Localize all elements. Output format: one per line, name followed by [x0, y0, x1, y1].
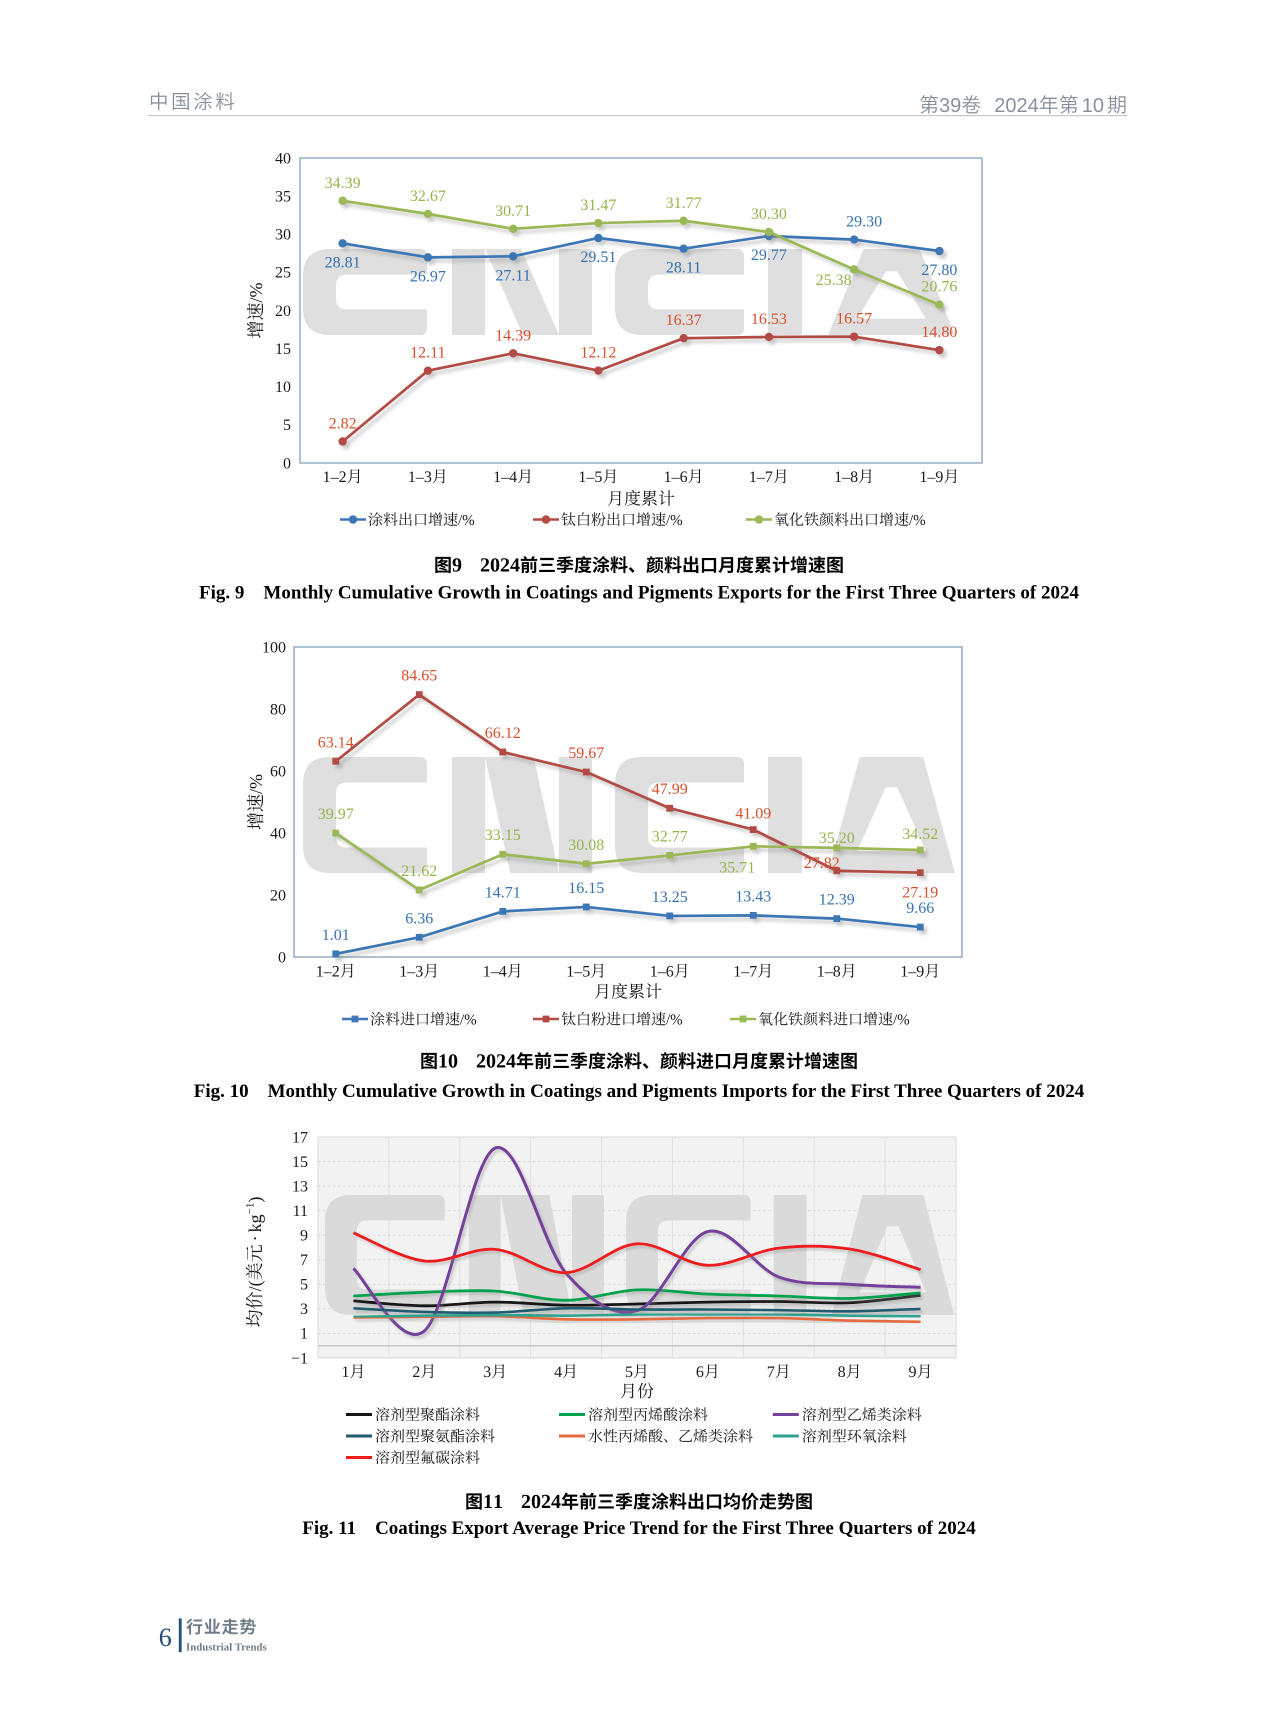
svg-text:0: 0: [283, 455, 291, 472]
svg-text:9.66: 9.66: [906, 900, 934, 917]
svg-text:Industrial Trends: Industrial Trends: [186, 1642, 267, 1654]
svg-text:5: 5: [300, 1277, 308, 1294]
svg-text:13.43: 13.43: [735, 888, 771, 905]
svg-text:30: 30: [275, 227, 291, 244]
svg-text:32.67: 32.67: [410, 188, 446, 205]
svg-text:35.71: 35.71: [719, 859, 755, 876]
svg-text:27.11: 27.11: [495, 267, 530, 284]
svg-text:20: 20: [270, 887, 286, 904]
svg-text:35.20: 35.20: [819, 830, 855, 847]
svg-text:16.53: 16.53: [751, 311, 787, 328]
svg-text:35: 35: [275, 188, 291, 205]
svg-text:33.15: 33.15: [485, 827, 521, 844]
svg-text:Fig. 11 Coatings Export Averag: Fig. 11 Coatings Export Average Price Tr…: [302, 1518, 976, 1539]
svg-text:63.14: 63.14: [318, 734, 354, 751]
svg-text:30.71: 30.71: [495, 203, 531, 220]
svg-text:11: 11: [293, 1203, 308, 1220]
svg-text:16.15: 16.15: [568, 880, 604, 897]
svg-text:14.71: 14.71: [485, 884, 521, 901]
svg-text:30.08: 30.08: [568, 837, 604, 854]
svg-text:60: 60: [270, 763, 286, 780]
svg-text:7: 7: [300, 1252, 308, 1269]
svg-text:100: 100: [262, 639, 286, 656]
svg-text:29.77: 29.77: [751, 247, 787, 264]
svg-text:6: 6: [159, 1623, 172, 1652]
svg-text:2.82: 2.82: [329, 415, 357, 432]
svg-text:20.76: 20.76: [921, 279, 957, 296]
svg-text:40: 40: [270, 825, 286, 842]
svg-text:15: 15: [292, 1154, 308, 1171]
svg-text:30.30: 30.30: [751, 206, 787, 223]
svg-text:84.65: 84.65: [401, 668, 437, 685]
svg-text:26.97: 26.97: [410, 268, 446, 285]
svg-text:17: 17: [292, 1129, 308, 1146]
svg-text:16.37: 16.37: [666, 312, 702, 329]
svg-text:25.38: 25.38: [816, 272, 852, 289]
svg-text:29.51: 29.51: [580, 249, 616, 266]
svg-text:27.82: 27.82: [804, 855, 840, 872]
svg-text:−1: −1: [291, 1350, 308, 1367]
svg-text:80: 80: [270, 701, 286, 718]
svg-text:12.11: 12.11: [410, 345, 445, 362]
svg-text:31.77: 31.77: [666, 195, 702, 212]
svg-text:12.12: 12.12: [580, 345, 616, 362]
svg-text:Fig. 10 Monthly Cumulative Gro: Fig. 10 Monthly Cumulative Growth in Coa…: [194, 1081, 1085, 1102]
svg-text:13: 13: [292, 1178, 308, 1195]
svg-text:16.57: 16.57: [836, 311, 872, 328]
svg-text:1.01: 1.01: [322, 927, 350, 944]
svg-text:41.09: 41.09: [735, 806, 771, 823]
svg-text:59.67: 59.67: [568, 745, 604, 762]
svg-text:29.30: 29.30: [846, 214, 882, 231]
svg-text:13.25: 13.25: [652, 889, 688, 906]
svg-text:20: 20: [275, 303, 291, 320]
svg-text:12.39: 12.39: [819, 892, 855, 909]
svg-text:14.80: 14.80: [921, 324, 957, 341]
svg-text:31.47: 31.47: [580, 197, 616, 214]
svg-text:32.77: 32.77: [652, 828, 688, 845]
svg-text:66.12: 66.12: [485, 725, 521, 742]
svg-text:0: 0: [278, 949, 286, 966]
svg-text:15: 15: [275, 341, 291, 358]
svg-text:34.39: 34.39: [325, 175, 361, 192]
svg-text:3: 3: [300, 1301, 308, 1318]
svg-text:40: 40: [275, 150, 291, 167]
svg-text:10: 10: [275, 379, 291, 396]
svg-text:39.97: 39.97: [318, 806, 354, 823]
svg-text:6.36: 6.36: [405, 910, 433, 927]
svg-text:5: 5: [283, 417, 291, 434]
svg-text:9: 9: [300, 1228, 308, 1245]
svg-text:47.99: 47.99: [652, 781, 688, 798]
svg-text:27.19: 27.19: [902, 885, 938, 902]
svg-text:25: 25: [275, 265, 291, 282]
svg-text:1: 1: [300, 1326, 308, 1343]
svg-text:14.39: 14.39: [495, 327, 531, 344]
svg-text:28.81: 28.81: [325, 254, 361, 271]
svg-text:27.80: 27.80: [921, 262, 957, 279]
svg-text:21.62: 21.62: [401, 863, 437, 880]
svg-text:Fig. 9 Monthly Cumulative Grow: Fig. 9 Monthly Cumulative Growth in Coat…: [199, 583, 1079, 604]
svg-text:28.11: 28.11: [666, 260, 701, 277]
svg-text:34.52: 34.52: [902, 826, 938, 843]
